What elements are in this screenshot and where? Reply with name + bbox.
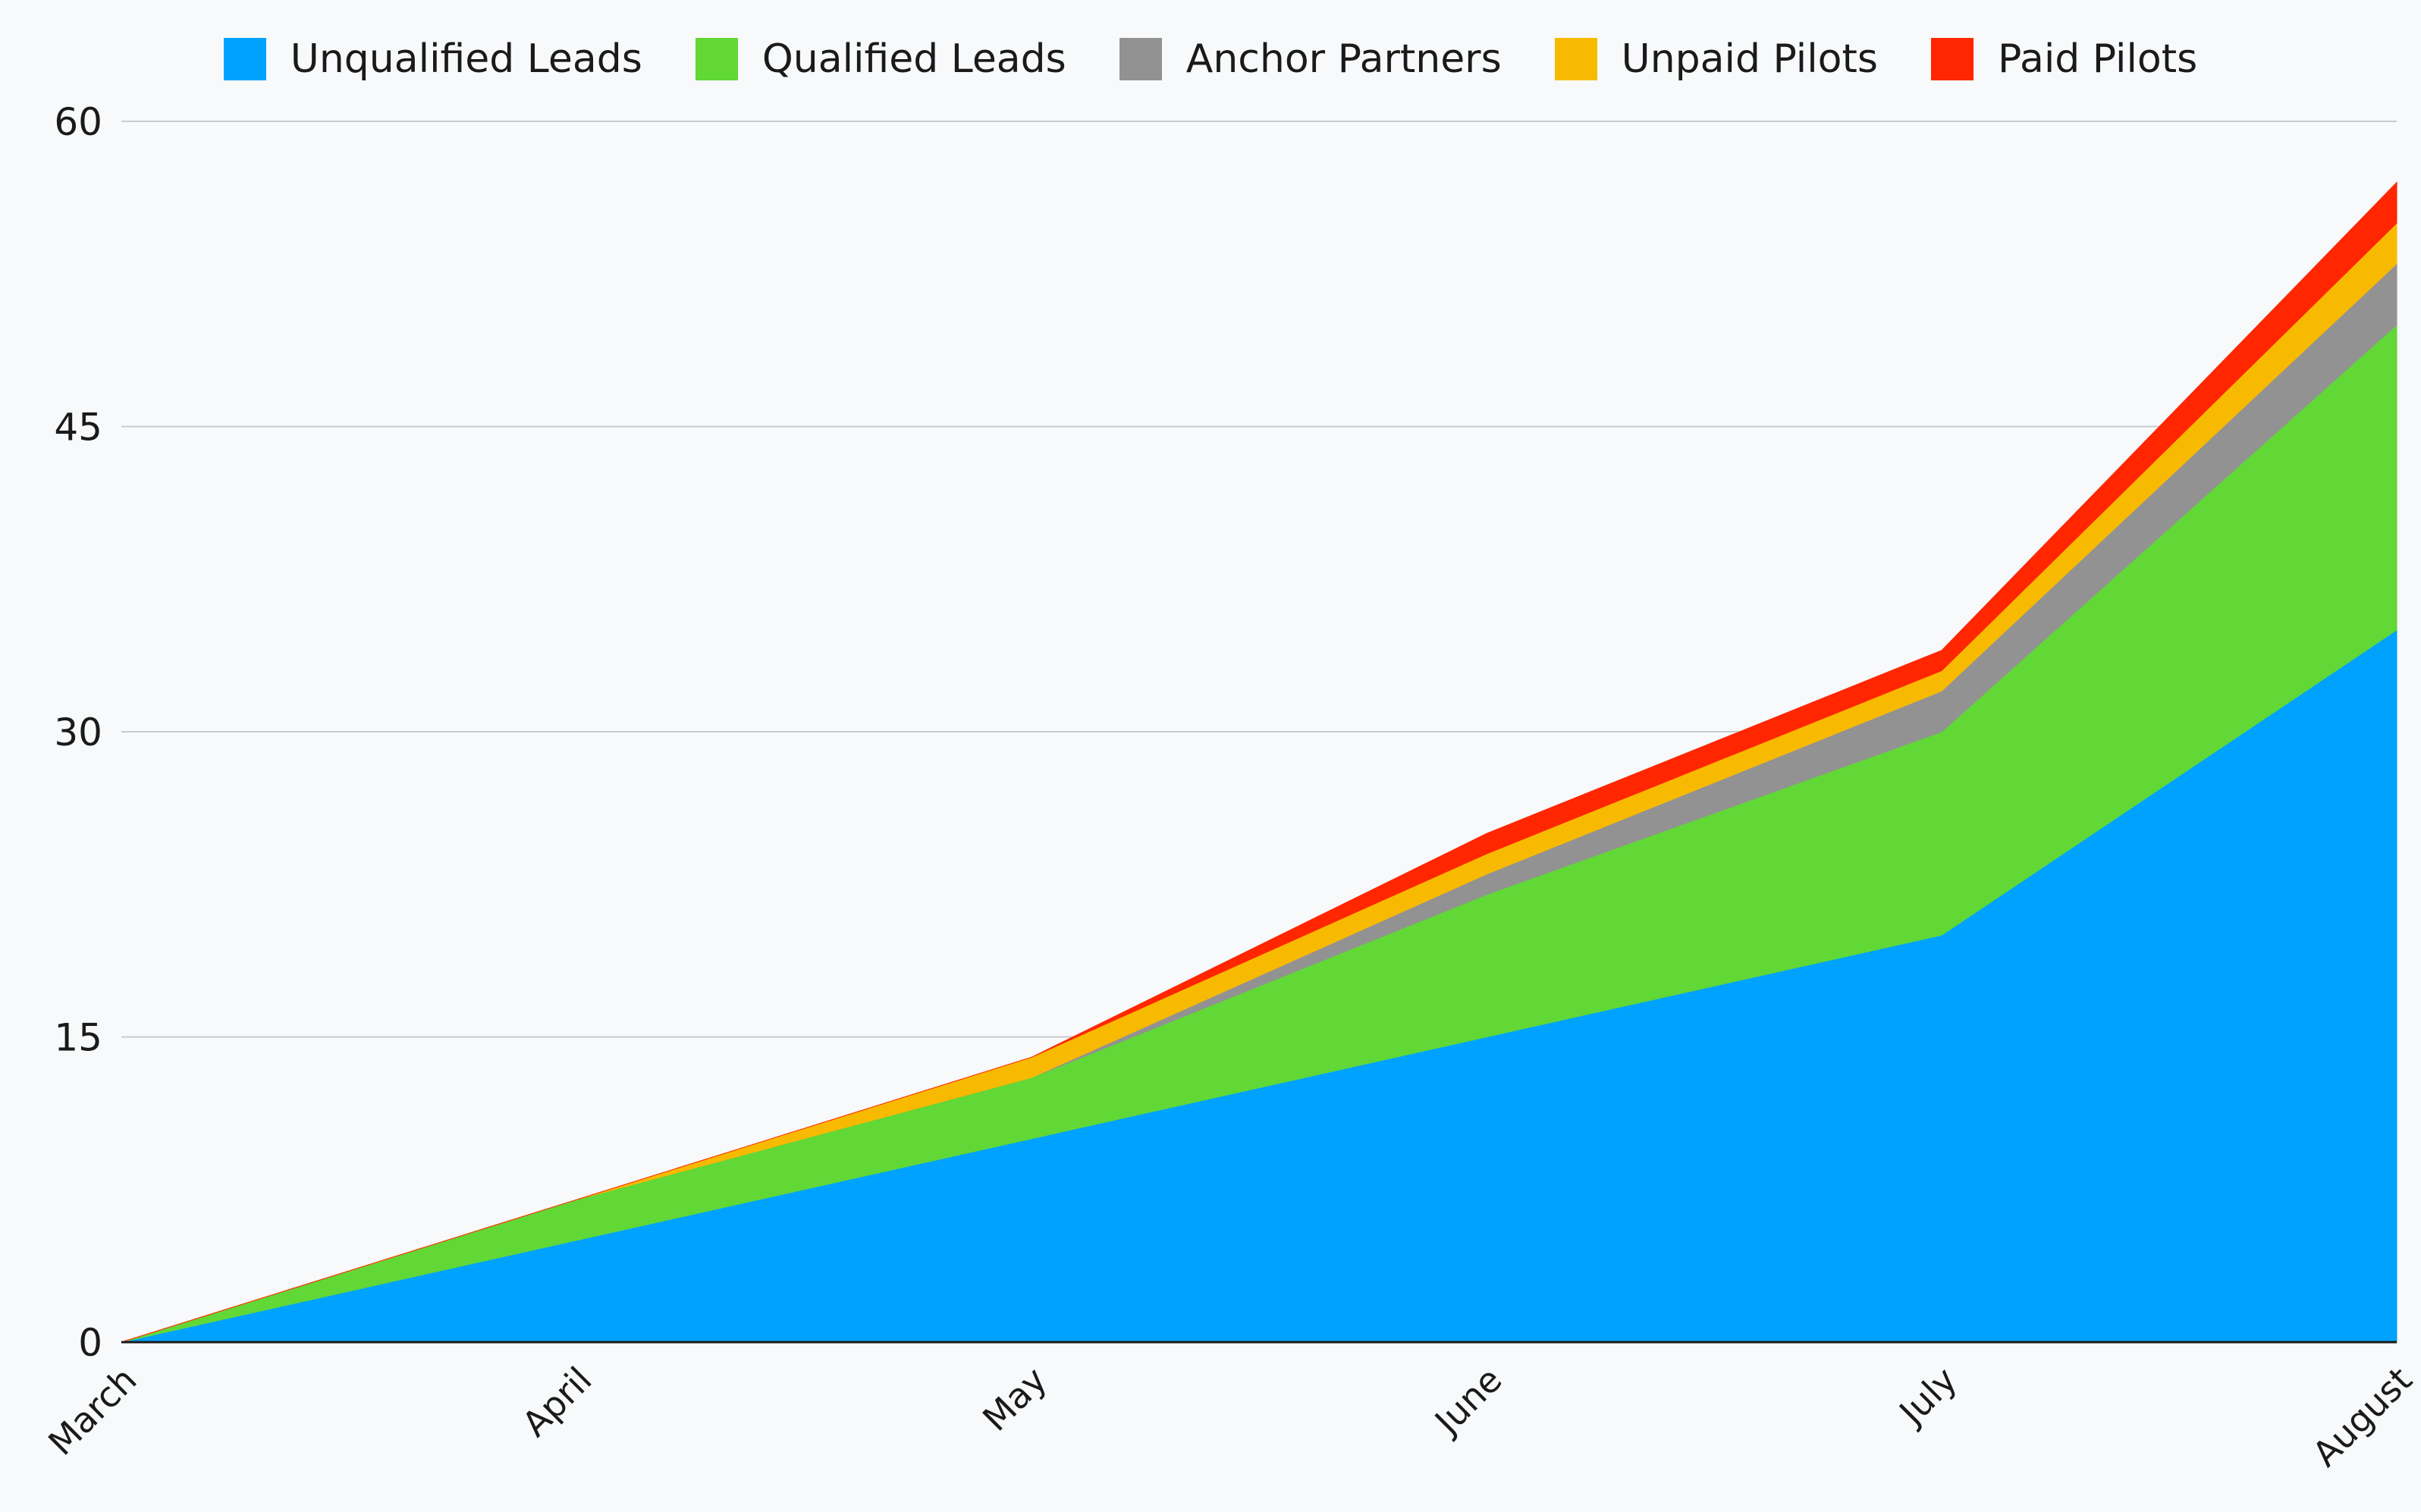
legend-swatch bbox=[1554, 38, 1597, 80]
legend-label: Anchor Partners bbox=[1185, 36, 1502, 82]
x-tick-label: July bbox=[1890, 1359, 1965, 1434]
y-tick-label: 45 bbox=[54, 406, 102, 450]
x-tick-label: May bbox=[975, 1359, 1054, 1438]
x-axis-ticks: March April May June July August bbox=[40, 1359, 2419, 1474]
y-tick-label: 60 bbox=[54, 100, 102, 144]
x-tick-label: August bbox=[2305, 1359, 2420, 1474]
x-tick-label: March bbox=[40, 1359, 144, 1463]
x-tick-label: June bbox=[1425, 1359, 1509, 1443]
legend-item: Unqualified Leads bbox=[223, 36, 642, 82]
y-tick-label: 0 bbox=[78, 1321, 102, 1365]
legend-label: Unpaid Pilots bbox=[1621, 36, 1878, 82]
legend-swatch bbox=[1119, 38, 1162, 80]
legend-label: Qualified Leads bbox=[761, 36, 1066, 82]
y-tick-label: 15 bbox=[54, 1016, 102, 1060]
x-tick-label: April bbox=[514, 1359, 600, 1445]
legend-label: Unqualified Leads bbox=[290, 36, 642, 82]
y-tick-label: 30 bbox=[54, 711, 102, 754]
chart-legend: Unqualified Leads Qualified Leads Anchor P… bbox=[0, 36, 2421, 82]
area-series bbox=[121, 181, 2397, 1343]
legend-swatch bbox=[695, 38, 738, 80]
legend-swatch bbox=[1930, 38, 1974, 80]
legend-item: Paid Pilots bbox=[1930, 36, 2198, 82]
area-series-paid-pilots bbox=[121, 181, 2397, 1343]
legend-item: Unpaid Pilots bbox=[1554, 36, 1878, 82]
legend-swatch bbox=[223, 38, 266, 80]
legend-label: Paid Pilots bbox=[1997, 36, 2198, 82]
legend-item: Anchor Partners bbox=[1119, 36, 1502, 82]
legend-item: Qualified Leads bbox=[695, 36, 1066, 82]
y-axis-ticks: 0 15 30 45 60 bbox=[54, 100, 102, 1365]
